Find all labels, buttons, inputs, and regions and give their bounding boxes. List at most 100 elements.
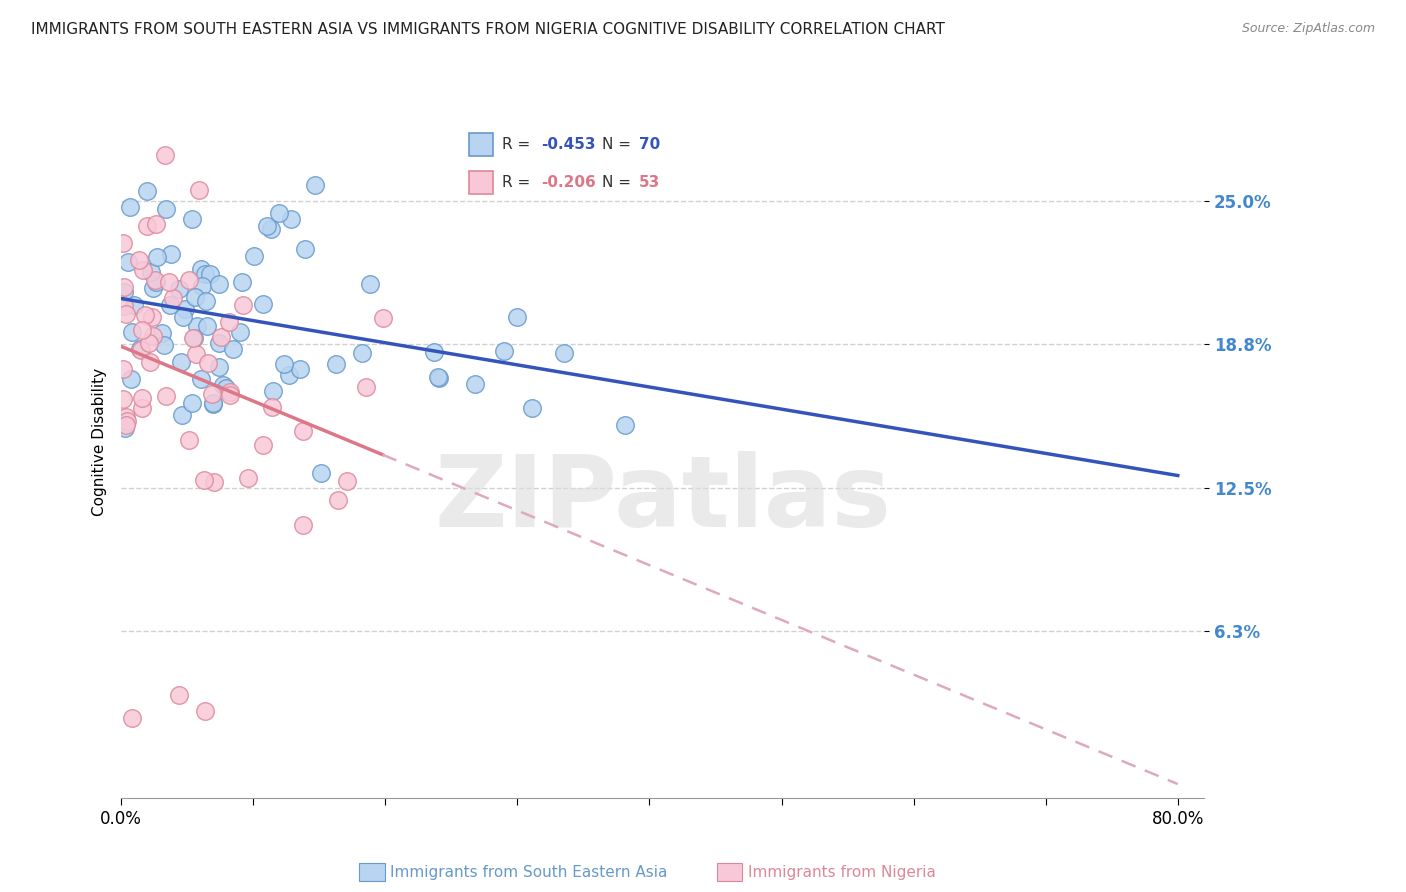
- Point: [145, 275, 167, 289]
- Point: [326, 492, 349, 507]
- Point: [201, 387, 224, 401]
- Point: [129, 343, 152, 357]
- Point: [115, 414, 138, 428]
- Point: [267, 206, 290, 220]
- Text: N =: N =: [602, 175, 636, 190]
- Point: [179, 433, 201, 447]
- Point: [200, 268, 222, 282]
- Point: [350, 346, 373, 360]
- Point: [304, 178, 326, 192]
- Point: [294, 242, 316, 256]
- Point: [155, 202, 177, 217]
- Point: [183, 331, 205, 345]
- Point: [141, 265, 163, 279]
- Point: [184, 346, 207, 360]
- Point: [162, 291, 184, 305]
- Point: [222, 342, 245, 356]
- Point: [193, 267, 215, 281]
- Point: [252, 297, 274, 311]
- Point: [172, 310, 194, 324]
- Point: [138, 335, 160, 350]
- Point: [145, 250, 167, 264]
- Text: 53: 53: [640, 175, 661, 190]
- Point: [201, 396, 224, 410]
- Point: [190, 261, 212, 276]
- Point: [112, 299, 135, 313]
- Point: [273, 358, 295, 372]
- Point: [193, 473, 215, 487]
- Point: [143, 273, 166, 287]
- Point: [278, 368, 301, 382]
- Point: [121, 325, 143, 339]
- Point: [371, 310, 394, 325]
- Point: [219, 385, 242, 400]
- Point: [122, 298, 145, 312]
- Text: R =: R =: [502, 137, 536, 153]
- Point: [194, 293, 217, 308]
- FancyBboxPatch shape: [470, 171, 492, 194]
- Text: ZIPatlas: ZIPatlas: [434, 450, 891, 548]
- Point: [145, 218, 167, 232]
- Point: [136, 219, 159, 234]
- Point: [191, 279, 214, 293]
- Point: [256, 219, 278, 234]
- Text: 70: 70: [640, 137, 661, 153]
- Y-axis label: Cognitive Disability: Cognitive Disability: [93, 368, 107, 516]
- Point: [170, 355, 193, 369]
- Point: [157, 276, 180, 290]
- FancyBboxPatch shape: [470, 134, 492, 156]
- Point: [111, 235, 134, 250]
- Text: -0.206: -0.206: [541, 175, 596, 190]
- Point: [152, 326, 174, 340]
- Text: Immigrants from South Eastern Asia: Immigrants from South Eastern Asia: [391, 865, 668, 880]
- Point: [141, 310, 163, 324]
- Point: [131, 391, 153, 405]
- Point: [180, 212, 202, 227]
- Point: [183, 331, 205, 345]
- Point: [129, 342, 152, 356]
- Point: [128, 252, 150, 267]
- Point: [183, 291, 205, 305]
- Point: [309, 466, 332, 480]
- Point: [111, 362, 134, 376]
- Point: [359, 277, 381, 292]
- Point: [614, 417, 637, 432]
- Point: [142, 329, 165, 343]
- Point: [292, 424, 315, 438]
- Point: [252, 438, 274, 452]
- Point: [172, 409, 194, 423]
- Point: [231, 275, 253, 289]
- Point: [288, 362, 311, 376]
- Point: [117, 255, 139, 269]
- Point: [520, 401, 543, 415]
- Point: [136, 184, 159, 198]
- Point: [132, 263, 155, 277]
- Point: [112, 280, 135, 294]
- Point: [131, 401, 153, 416]
- Text: -0.453: -0.453: [541, 137, 596, 153]
- Point: [115, 417, 138, 432]
- Point: [229, 325, 252, 339]
- Point: [202, 397, 225, 411]
- Point: [181, 395, 204, 409]
- Point: [120, 371, 142, 385]
- Point: [208, 360, 231, 375]
- Point: [114, 410, 136, 425]
- Point: [280, 212, 302, 227]
- Point: [336, 475, 359, 489]
- Point: [167, 282, 190, 296]
- Text: N =: N =: [602, 137, 636, 153]
- Point: [115, 307, 138, 321]
- Point: [356, 380, 378, 394]
- Point: [173, 301, 195, 316]
- Point: [553, 346, 575, 360]
- Point: [177, 273, 200, 287]
- Point: [208, 336, 231, 351]
- Point: [215, 381, 238, 395]
- Point: [260, 222, 283, 236]
- Point: [202, 475, 225, 489]
- Text: Immigrants from Nigeria: Immigrants from Nigeria: [748, 865, 935, 880]
- Point: [159, 297, 181, 311]
- Point: [236, 471, 259, 485]
- Point: [153, 148, 176, 162]
